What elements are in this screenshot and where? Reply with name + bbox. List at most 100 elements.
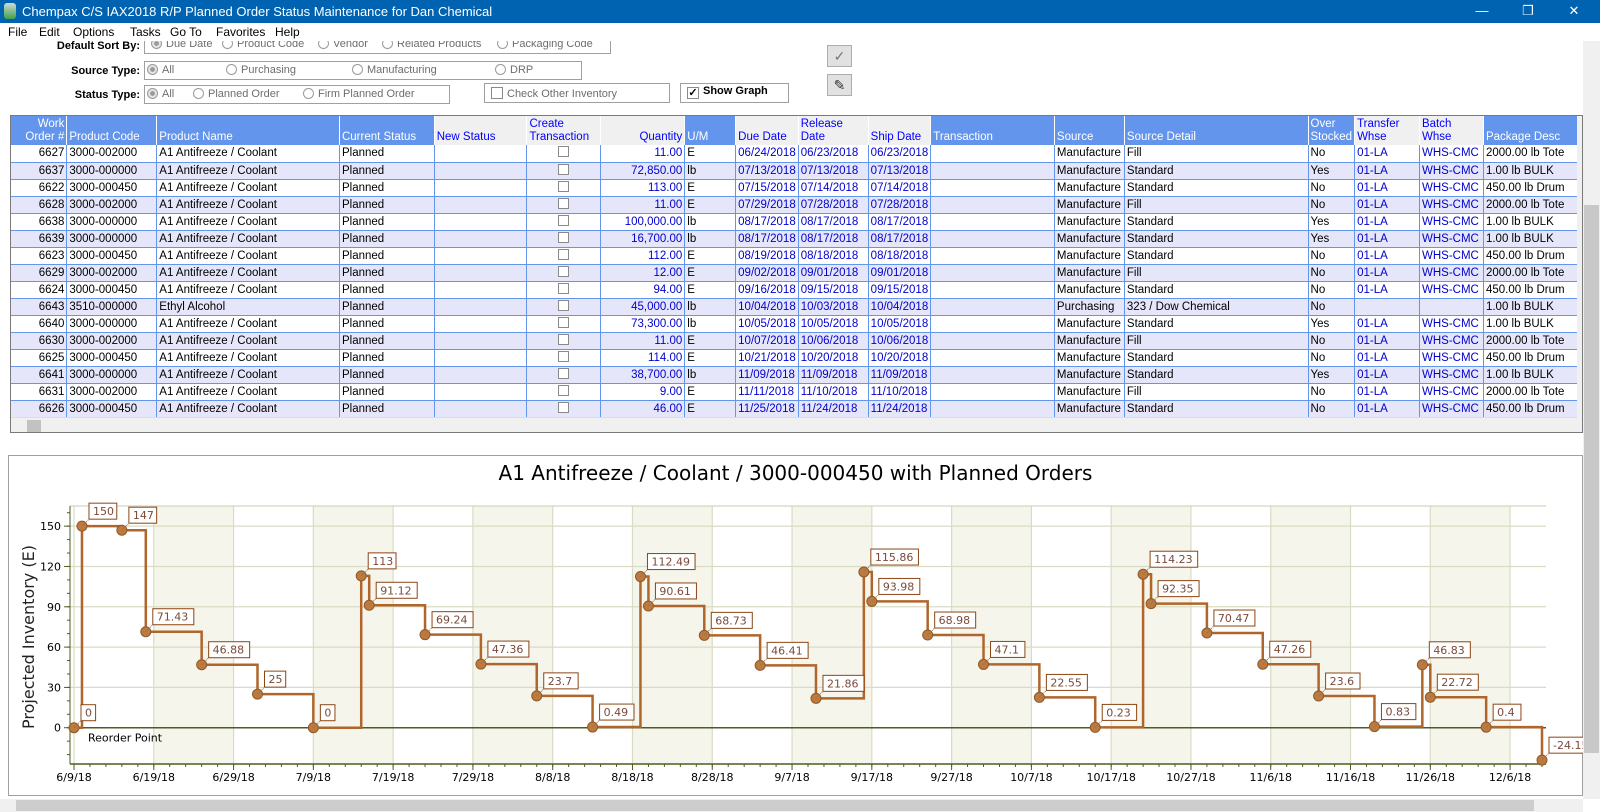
scroll-thumb[interactable] — [16, 800, 1534, 811]
create-transaction-checkbox[interactable] — [558, 401, 570, 413]
cell-new-status[interactable] — [434, 400, 528, 418]
column-header-package-desc[interactable]: Package Desc — [1483, 116, 1582, 145]
cell-new-status[interactable] — [434, 162, 528, 180]
cell-new-status[interactable] — [434, 247, 528, 265]
menu-tasks[interactable]: Tasks — [130, 25, 161, 39]
radio-firm-planned-order[interactable]: Firm Planned Order — [303, 88, 415, 100]
cell-new-status[interactable] — [434, 366, 528, 384]
cell-new-status[interactable] — [434, 179, 528, 197]
radio-related-products[interactable]: Related Products — [382, 41, 481, 50]
radio-status-all[interactable]: All — [147, 88, 174, 100]
menu-go-to[interactable]: Go To — [170, 25, 202, 39]
cell-new-status[interactable] — [434, 315, 528, 333]
menu-edit[interactable]: Edit — [39, 25, 60, 39]
table-row[interactable]: 6639 3000-000000 A1 Antifreeze / Coolant Pl… — [11, 230, 1582, 248]
column-header-source-detail[interactable]: Source Detail — [1124, 116, 1309, 145]
column-header-create-transaction[interactable]: Create Transaction — [526, 116, 602, 145]
create-transaction-checkbox[interactable] — [558, 282, 570, 294]
create-transaction-checkbox[interactable] — [558, 231, 570, 243]
create-transaction-checkbox[interactable] — [558, 180, 570, 192]
create-transaction-checkbox[interactable] — [558, 163, 570, 175]
table-row[interactable]: 6640 3000-000000 A1 Antifreeze / Coolant Pl… — [11, 315, 1582, 333]
table-row[interactable]: 6624 3000-000450 A1 Antifreeze / Coolant Pl… — [11, 281, 1582, 299]
table-row[interactable]: 6641 3000-000000 A1 Antifreeze / Coolant Pl… — [11, 366, 1582, 384]
cell-new-status[interactable] — [434, 145, 528, 163]
column-header-work-order[interactable]: Work Order # — [11, 116, 68, 145]
table-row[interactable]: 6625 3000-000450 A1 Antifreeze / Coolant Pl… — [11, 349, 1582, 367]
menu-file[interactable]: File — [8, 25, 28, 39]
radio-purchasing[interactable]: Purchasing — [226, 64, 296, 76]
radio-manufacturing[interactable]: Manufacturing — [352, 64, 437, 76]
radio-packaging-code[interactable]: Packaging Code — [497, 41, 593, 50]
table-row[interactable]: 6630 3000-002000 A1 Antifreeze / Coolant Pl… — [11, 332, 1582, 350]
restore-button[interactable]: ❐ — [1522, 3, 1534, 18]
create-transaction-checkbox[interactable] — [558, 299, 570, 311]
show-graph-checkbox[interactable]: ✓ Show Graph — [680, 83, 789, 103]
menu-options[interactable]: Options — [73, 25, 115, 39]
minimize-button[interactable]: — — [1475, 3, 1489, 18]
window-vertical-scrollbar[interactable] — [1583, 41, 1600, 799]
column-header-over-stocked[interactable]: Over Stocked — [1308, 116, 1356, 145]
clear-button[interactable]: ✎ — [827, 74, 852, 96]
column-header-source[interactable]: Source — [1054, 116, 1125, 145]
radio-drp[interactable]: DRP — [495, 64, 533, 76]
cell-um: lb — [684, 366, 737, 384]
column-header-due-date[interactable]: Due Date — [735, 116, 799, 145]
column-header-um[interactable]: U/M — [684, 116, 737, 145]
column-header-transfer-whse[interactable]: Transfer Whse — [1354, 116, 1420, 145]
cell-new-status[interactable] — [434, 298, 528, 316]
create-transaction-checkbox[interactable] — [558, 367, 570, 379]
accept-button[interactable]: ✓ — [827, 45, 852, 67]
menu-favorites[interactable]: Favorites — [216, 25, 266, 39]
column-header-batch-whse[interactable]: Batch Whse — [1419, 116, 1484, 145]
scroll-thumb[interactable] — [27, 420, 41, 432]
scroll-thumb[interactable] — [1584, 205, 1599, 753]
radio-planned-order[interactable]: Planned Order — [193, 88, 280, 100]
create-transaction-checkbox[interactable] — [558, 333, 570, 345]
table-row[interactable]: 6627 3000-002000 A1 Antifreeze / Coolant Pl… — [11, 145, 1582, 163]
create-transaction-checkbox[interactable] — [558, 316, 570, 328]
column-header-product-name[interactable]: Product Name — [156, 116, 340, 145]
table-row[interactable]: 6631 3000-002000 A1 Antifreeze / Coolant Pl… — [11, 383, 1582, 401]
radio-vendor[interactable]: Vendor — [318, 41, 368, 50]
create-transaction-checkbox[interactable] — [558, 248, 570, 260]
column-header-release-date[interactable]: Release Date — [798, 116, 869, 145]
column-header-quantity[interactable]: Quantity — [600, 116, 686, 145]
table-row[interactable]: 6638 3000-000000 A1 Antifreeze / Coolant Pl… — [11, 213, 1582, 231]
menu-help[interactable]: Help — [275, 25, 300, 39]
table-row[interactable]: 6623 3000-000450 A1 Antifreeze / Coolant Pl… — [11, 247, 1582, 265]
column-header-product-code[interactable]: Product Code — [66, 116, 158, 145]
column-header-new-status[interactable]: New Status — [434, 116, 528, 145]
create-transaction-checkbox[interactable] — [558, 265, 570, 277]
cell-new-status[interactable] — [434, 349, 528, 367]
column-header-current-status[interactable]: Current Status — [339, 116, 435, 145]
create-transaction-checkbox[interactable] — [558, 214, 570, 226]
column-header-ship-date[interactable]: Ship Date — [868, 116, 932, 145]
radio-source-all[interactable]: All — [147, 64, 174, 76]
cell-new-status[interactable] — [434, 264, 528, 282]
check-other-inventory-checkbox[interactable]: Check Other Inventory — [484, 83, 670, 103]
cell-new-status[interactable] — [434, 196, 528, 214]
table-row[interactable]: 6628 3000-002000 A1 Antifreeze / Coolant Pl… — [11, 196, 1582, 214]
table-horizontal-scrollbar[interactable] — [11, 417, 1577, 432]
cell-new-status[interactable] — [434, 383, 528, 401]
table-row[interactable]: 6622 3000-000450 A1 Antifreeze / Coolant Pl… — [11, 179, 1582, 197]
table-row[interactable]: 6637 3000-000000 A1 Antifreeze / Coolant Pl… — [11, 162, 1582, 180]
create-transaction-checkbox[interactable] — [558, 197, 570, 209]
create-transaction-checkbox[interactable] — [558, 350, 570, 362]
create-transaction-checkbox[interactable] — [558, 146, 570, 158]
table-vertical-scrollbar[interactable] — [1577, 116, 1582, 432]
cell-new-status[interactable] — [434, 332, 528, 350]
table-row[interactable]: 6626 3000-000450 A1 Antifreeze / Coolant Pl… — [11, 400, 1582, 418]
create-transaction-checkbox[interactable] — [558, 384, 570, 396]
cell-new-status[interactable] — [434, 230, 528, 248]
window-horizontal-scrollbar[interactable] — [0, 799, 1583, 812]
radio-due-date[interactable]: Due Date — [151, 41, 212, 50]
column-header-transaction[interactable]: Transaction — [930, 116, 1055, 145]
table-row[interactable]: 6643 3510-000000 Ethyl Alcohol Planned 45,00… — [11, 298, 1582, 316]
cell-new-status[interactable] — [434, 213, 528, 231]
radio-product-code[interactable]: Product Code — [222, 41, 304, 50]
cell-new-status[interactable] — [434, 281, 528, 299]
table-row[interactable]: 6629 3000-002000 A1 Antifreeze / Coolant Pl… — [11, 264, 1582, 282]
close-button[interactable]: ✕ — [1568, 3, 1580, 18]
